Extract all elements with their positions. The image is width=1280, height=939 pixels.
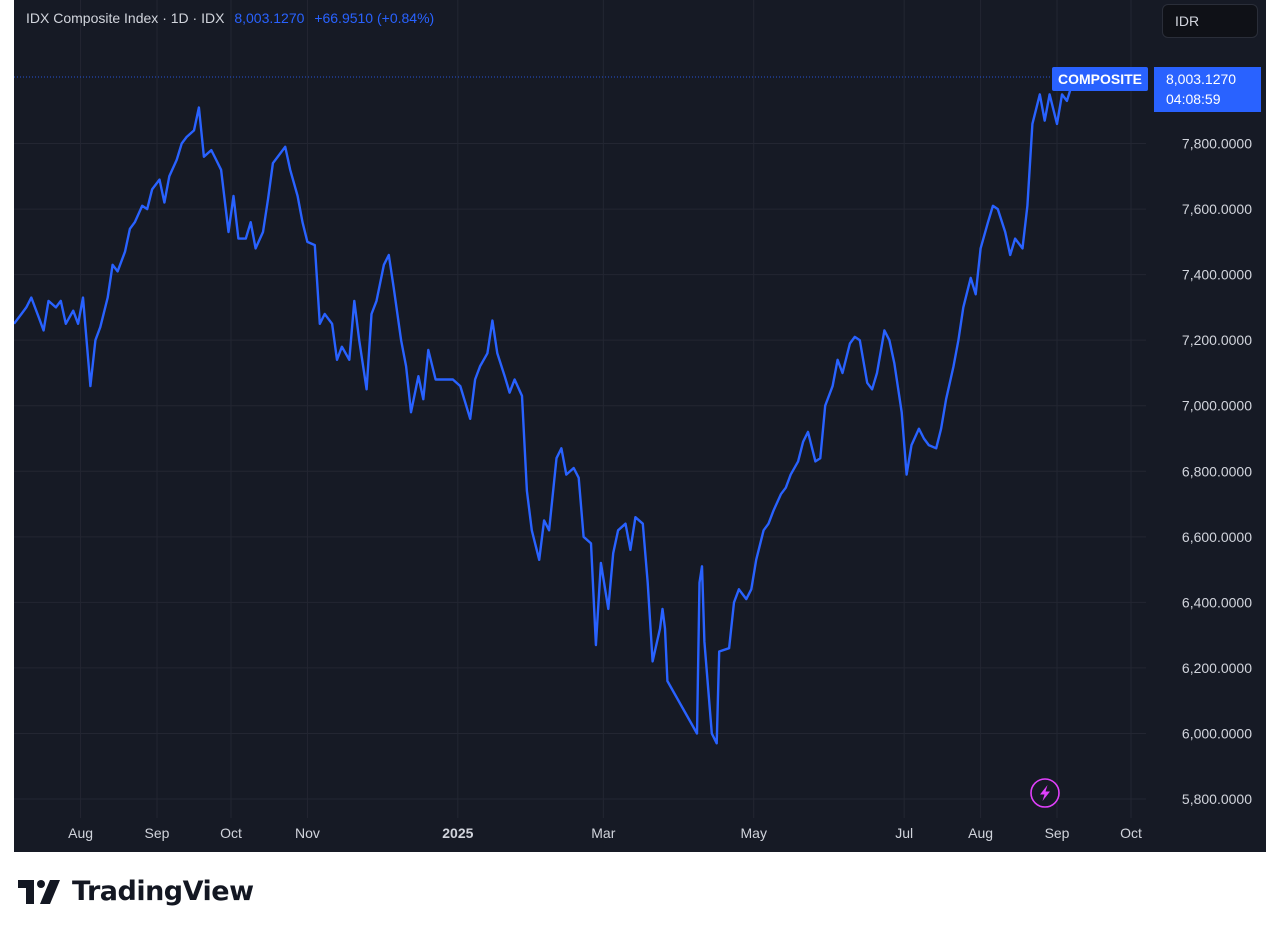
- legend-separator: ·: [192, 10, 198, 26]
- x-tick-label: May: [741, 825, 767, 841]
- last-value: 8,003.1270: [234, 10, 305, 26]
- change-value: +66.9510 (+0.84%): [314, 10, 435, 26]
- x-tick-label: Sep: [145, 825, 170, 841]
- x-tick-label: Nov: [295, 825, 320, 841]
- y-tick-label: 6,200.0000: [1182, 660, 1252, 676]
- y-tick-label: 6,600.0000: [1182, 529, 1252, 545]
- last-price-label: COMPOSITE 8,003.1270 04:08:59: [1052, 67, 1261, 112]
- y-tick-label: 5,800.0000: [1182, 791, 1252, 807]
- series-line-composite: [14, 76, 1076, 745]
- x-tick-label: Jul: [895, 825, 913, 841]
- price-chart[interactable]: 5,800.0000 6,000.0000 6,200.0000 6,400.0000…: [14, 0, 1266, 852]
- brand-name: TradingView: [72, 876, 254, 907]
- x-tick-label: Oct: [1120, 825, 1142, 841]
- y-tick-label: 6,800.0000: [1182, 463, 1252, 479]
- interval: 1D: [170, 10, 189, 26]
- tradingview-logo-icon: [18, 879, 60, 904]
- x-tick-label: Mar: [591, 825, 615, 841]
- y-tick-label: 7,000.0000: [1182, 398, 1252, 414]
- y-tick-label: 7,200.0000: [1182, 332, 1252, 348]
- last-price-value: 8,003.1270: [1166, 71, 1236, 87]
- symbol-label: COMPOSITE: [1058, 71, 1142, 87]
- symbol-label-box: [1052, 67, 1148, 91]
- legend-separator: ·: [162, 10, 167, 26]
- symbol-name: IDX Composite Index: [26, 10, 159, 26]
- y-tick-label: 7,400.0000: [1182, 267, 1252, 283]
- lightning-icon[interactable]: [1030, 778, 1060, 808]
- price-label-box: [1154, 67, 1261, 112]
- x-tick-label: Aug: [968, 825, 993, 841]
- x-tick-label: 2025: [442, 825, 473, 841]
- x-tick-label: Aug: [68, 825, 93, 841]
- countdown-value: 04:08:59: [1166, 91, 1221, 107]
- grid-layer: [14, 0, 1146, 818]
- chart-panel[interactable]: 5,800.0000 6,000.0000 6,200.0000 6,400.0000…: [14, 0, 1266, 852]
- exchange: IDX: [201, 10, 225, 26]
- y-tick-label: 6,400.0000: [1182, 594, 1252, 610]
- tradingview-branding: TradingView: [18, 876, 254, 907]
- x-tick-label: Oct: [220, 825, 242, 841]
- y-tick-label: 6,000.0000: [1182, 725, 1252, 741]
- y-axis: 5,800.0000 6,000.0000 6,200.0000 6,400.0000…: [1182, 136, 1252, 807]
- x-tick-label: Sep: [1045, 825, 1070, 841]
- x-axis: Aug Sep Oct Nov 2025 Mar May Jul Aug Sep Oct: [68, 825, 1142, 841]
- currency-button[interactable]: IDR: [1162, 4, 1258, 38]
- y-tick-label: 7,600.0000: [1182, 201, 1252, 217]
- chart-legend: IDX Composite Index · 1D · IDX 8,003.127…: [26, 10, 434, 26]
- y-tick-label: 7,800.0000: [1182, 136, 1252, 152]
